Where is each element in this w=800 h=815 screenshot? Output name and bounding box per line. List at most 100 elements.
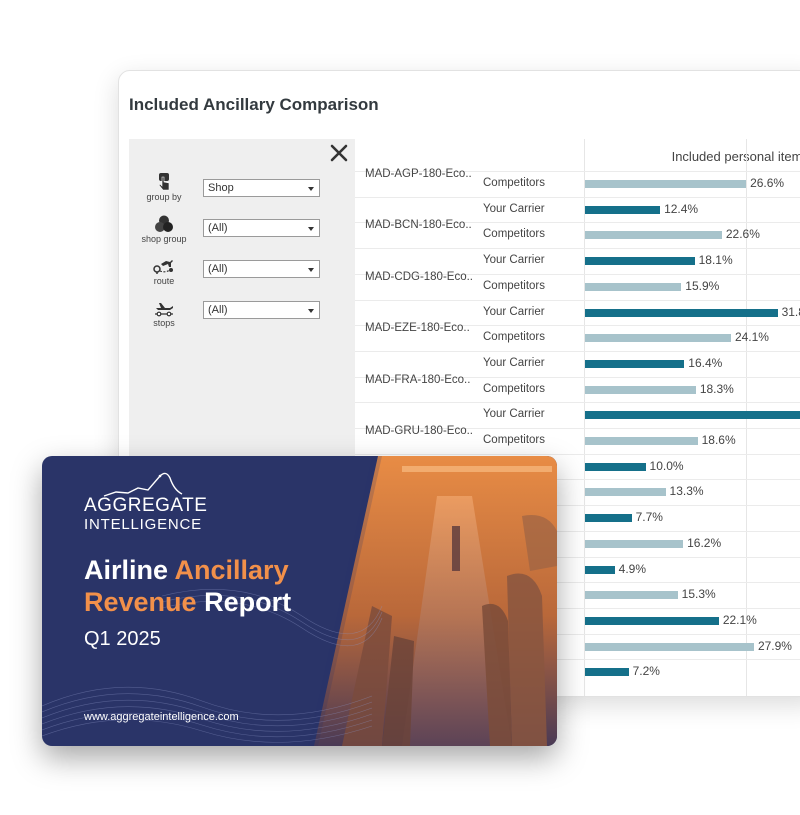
table-row: 27.9%: [355, 633, 800, 660]
select-value: (All): [208, 222, 228, 234]
carrier-label: Competitors: [483, 228, 545, 241]
stops-select[interactable]: (All): [203, 301, 320, 319]
title-part: Airline: [84, 555, 175, 585]
route-label: MAD-FRA-180-Eco..: [365, 373, 471, 386]
brand-line-1: AGGREGATE: [84, 495, 208, 516]
group-by-select[interactable]: Shop: [203, 179, 320, 197]
table-row: MAD-FRA-180-Eco.. Competitors 18.3%: [355, 373, 800, 403]
grid-divider: [584, 139, 585, 696]
dashboard-title: Included Ancillary Comparison: [129, 95, 379, 114]
table-header: Included personal item: [355, 139, 800, 171]
bar-value-label: 18.3%: [699, 381, 734, 396]
website-link[interactable]: www.aggregateintelligence.com: [84, 711, 239, 723]
filter-label: route: [153, 276, 175, 286]
filter-label: group by: [146, 192, 182, 202]
chevron-down-icon: [308, 227, 314, 231]
bar-mark[interactable]: [585, 642, 754, 651]
bar-value-label: 15.3%: [681, 587, 716, 602]
shop-group-select[interactable]: (All): [203, 219, 320, 237]
filter-stops: stops (All): [129, 299, 355, 339]
carrier-label: Your Carrier: [483, 254, 545, 267]
carrier-label: Your Carrier: [483, 305, 545, 318]
bar-mark[interactable]: [585, 539, 684, 548]
route-select[interactable]: (All): [203, 260, 320, 278]
table-row: 7.2%: [355, 659, 800, 685]
bar-mark[interactable]: [585, 565, 615, 574]
bar-value-label: 10.0%: [649, 458, 684, 473]
table-row: Your Carrier 16.4%: [355, 350, 800, 377]
bar-mark[interactable]: [585, 334, 731, 343]
bar-mark[interactable]: [585, 359, 685, 368]
bar-value-label: 22.6%: [725, 227, 760, 242]
bar-mark[interactable]: [585, 616, 719, 625]
report-card: AGGREGATE INTELLIGENCE Airline Ancillary…: [42, 456, 557, 746]
bar-mark[interactable]: [585, 282, 682, 291]
bar-mark[interactable]: [585, 514, 632, 523]
chevron-down-icon: [308, 187, 314, 191]
title-part: Report: [196, 587, 292, 617]
carrier-label: Competitors: [483, 331, 545, 344]
route-label: MAD-CDG-180-Eco..: [365, 270, 473, 283]
select-value: (All): [208, 304, 228, 316]
route-label: MAD-AGP-180-Eco..: [365, 168, 472, 180]
bar-mark[interactable]: [585, 462, 646, 471]
bar-mark[interactable]: [585, 308, 778, 317]
bar-value-label: 31.8%: [781, 304, 800, 319]
filter-label: stops: [153, 318, 175, 328]
bar-mark[interactable]: [585, 231, 722, 240]
bar-mark[interactable]: [585, 591, 678, 600]
carrier-label: Competitors: [483, 434, 545, 446]
table-row: 16.2%: [355, 530, 800, 557]
close-icon[interactable]: [329, 143, 349, 163]
cabin-photo: [42, 456, 557, 746]
table-row: 4.9%: [355, 556, 800, 583]
bar-value-label: 27.9%: [757, 638, 792, 653]
table-row: MAD-EZE-180-Eco.. Competitors 24.1%: [355, 322, 800, 351]
bar-mark[interactable]: [585, 257, 695, 266]
report-quarter: Q1 2025: [84, 628, 161, 650]
route-label: MAD-BCN-180-Eco..: [365, 219, 472, 232]
carrier-label: Your Carrier: [483, 356, 545, 369]
logo-wave-icon: [103, 472, 183, 497]
bar-value-label: 16.2%: [687, 535, 722, 550]
table-row: 10.0%: [355, 453, 800, 480]
column-header: Included personal item: [671, 149, 800, 164]
shop-group-icon: shop group: [139, 215, 189, 244]
title-accent: Revenue: [84, 587, 197, 617]
bar-value-label: 18.1%: [698, 253, 733, 268]
bar-value-label: 12.4%: [664, 201, 699, 216]
bar-mark[interactable]: [585, 180, 747, 188]
brand-line-2: INTELLIGENCE: [84, 516, 202, 533]
select-value: (All): [208, 263, 228, 275]
bar-mark[interactable]: [585, 205, 661, 214]
table-row: MAD-GRU-180-Eco.. Competitors 18.6%: [355, 425, 800, 454]
carrier-label: Your Carrier: [483, 408, 545, 421]
table-row: Your Carrier 31.8%: [355, 299, 800, 326]
table-row: 15.3%: [355, 582, 800, 608]
bar-mark[interactable]: [585, 668, 629, 677]
stops-icon: stops: [139, 299, 189, 328]
table-row: Your Carrier 18.1%: [355, 248, 800, 274]
bar-mark[interactable]: [585, 437, 698, 445]
bar-value-label: 22.1%: [722, 612, 757, 627]
bar-value-label: 16.4%: [688, 355, 723, 370]
table-row: 7.7%: [355, 505, 800, 531]
bar-mark[interactable]: [585, 488, 666, 497]
bar-mark[interactable]: [585, 411, 800, 420]
table-row: Your Carrier: [355, 402, 800, 428]
bar-value-label: 7.2%: [632, 664, 660, 679]
filter-group-by: group by Shop: [129, 173, 355, 213]
filter-label: shop group: [141, 234, 187, 244]
bar-mark[interactable]: [585, 385, 696, 394]
table-row: MAD-CDG-180-Eco.. Competitors 15.9%: [355, 270, 800, 300]
table-row: MAD-AGP-180-Eco.. Competitors 26.6%: [355, 168, 800, 197]
route-label: MAD-EZE-180-Eco..: [365, 322, 470, 335]
brand-logo: AGGREGATE INTELLIGENCE: [84, 496, 207, 532]
select-value: Shop: [208, 182, 234, 194]
table-row: MAD-BCN-180-Eco.. Competitors 22.6%: [355, 219, 800, 248]
table-row: 22.1%: [355, 607, 800, 634]
bar-value-label: 13.3%: [669, 484, 704, 499]
carrier-label: Competitors: [483, 177, 545, 189]
table-row: Your Carrier 12.4%: [355, 196, 800, 223]
bar-value-label: 18.6%: [701, 433, 736, 447]
